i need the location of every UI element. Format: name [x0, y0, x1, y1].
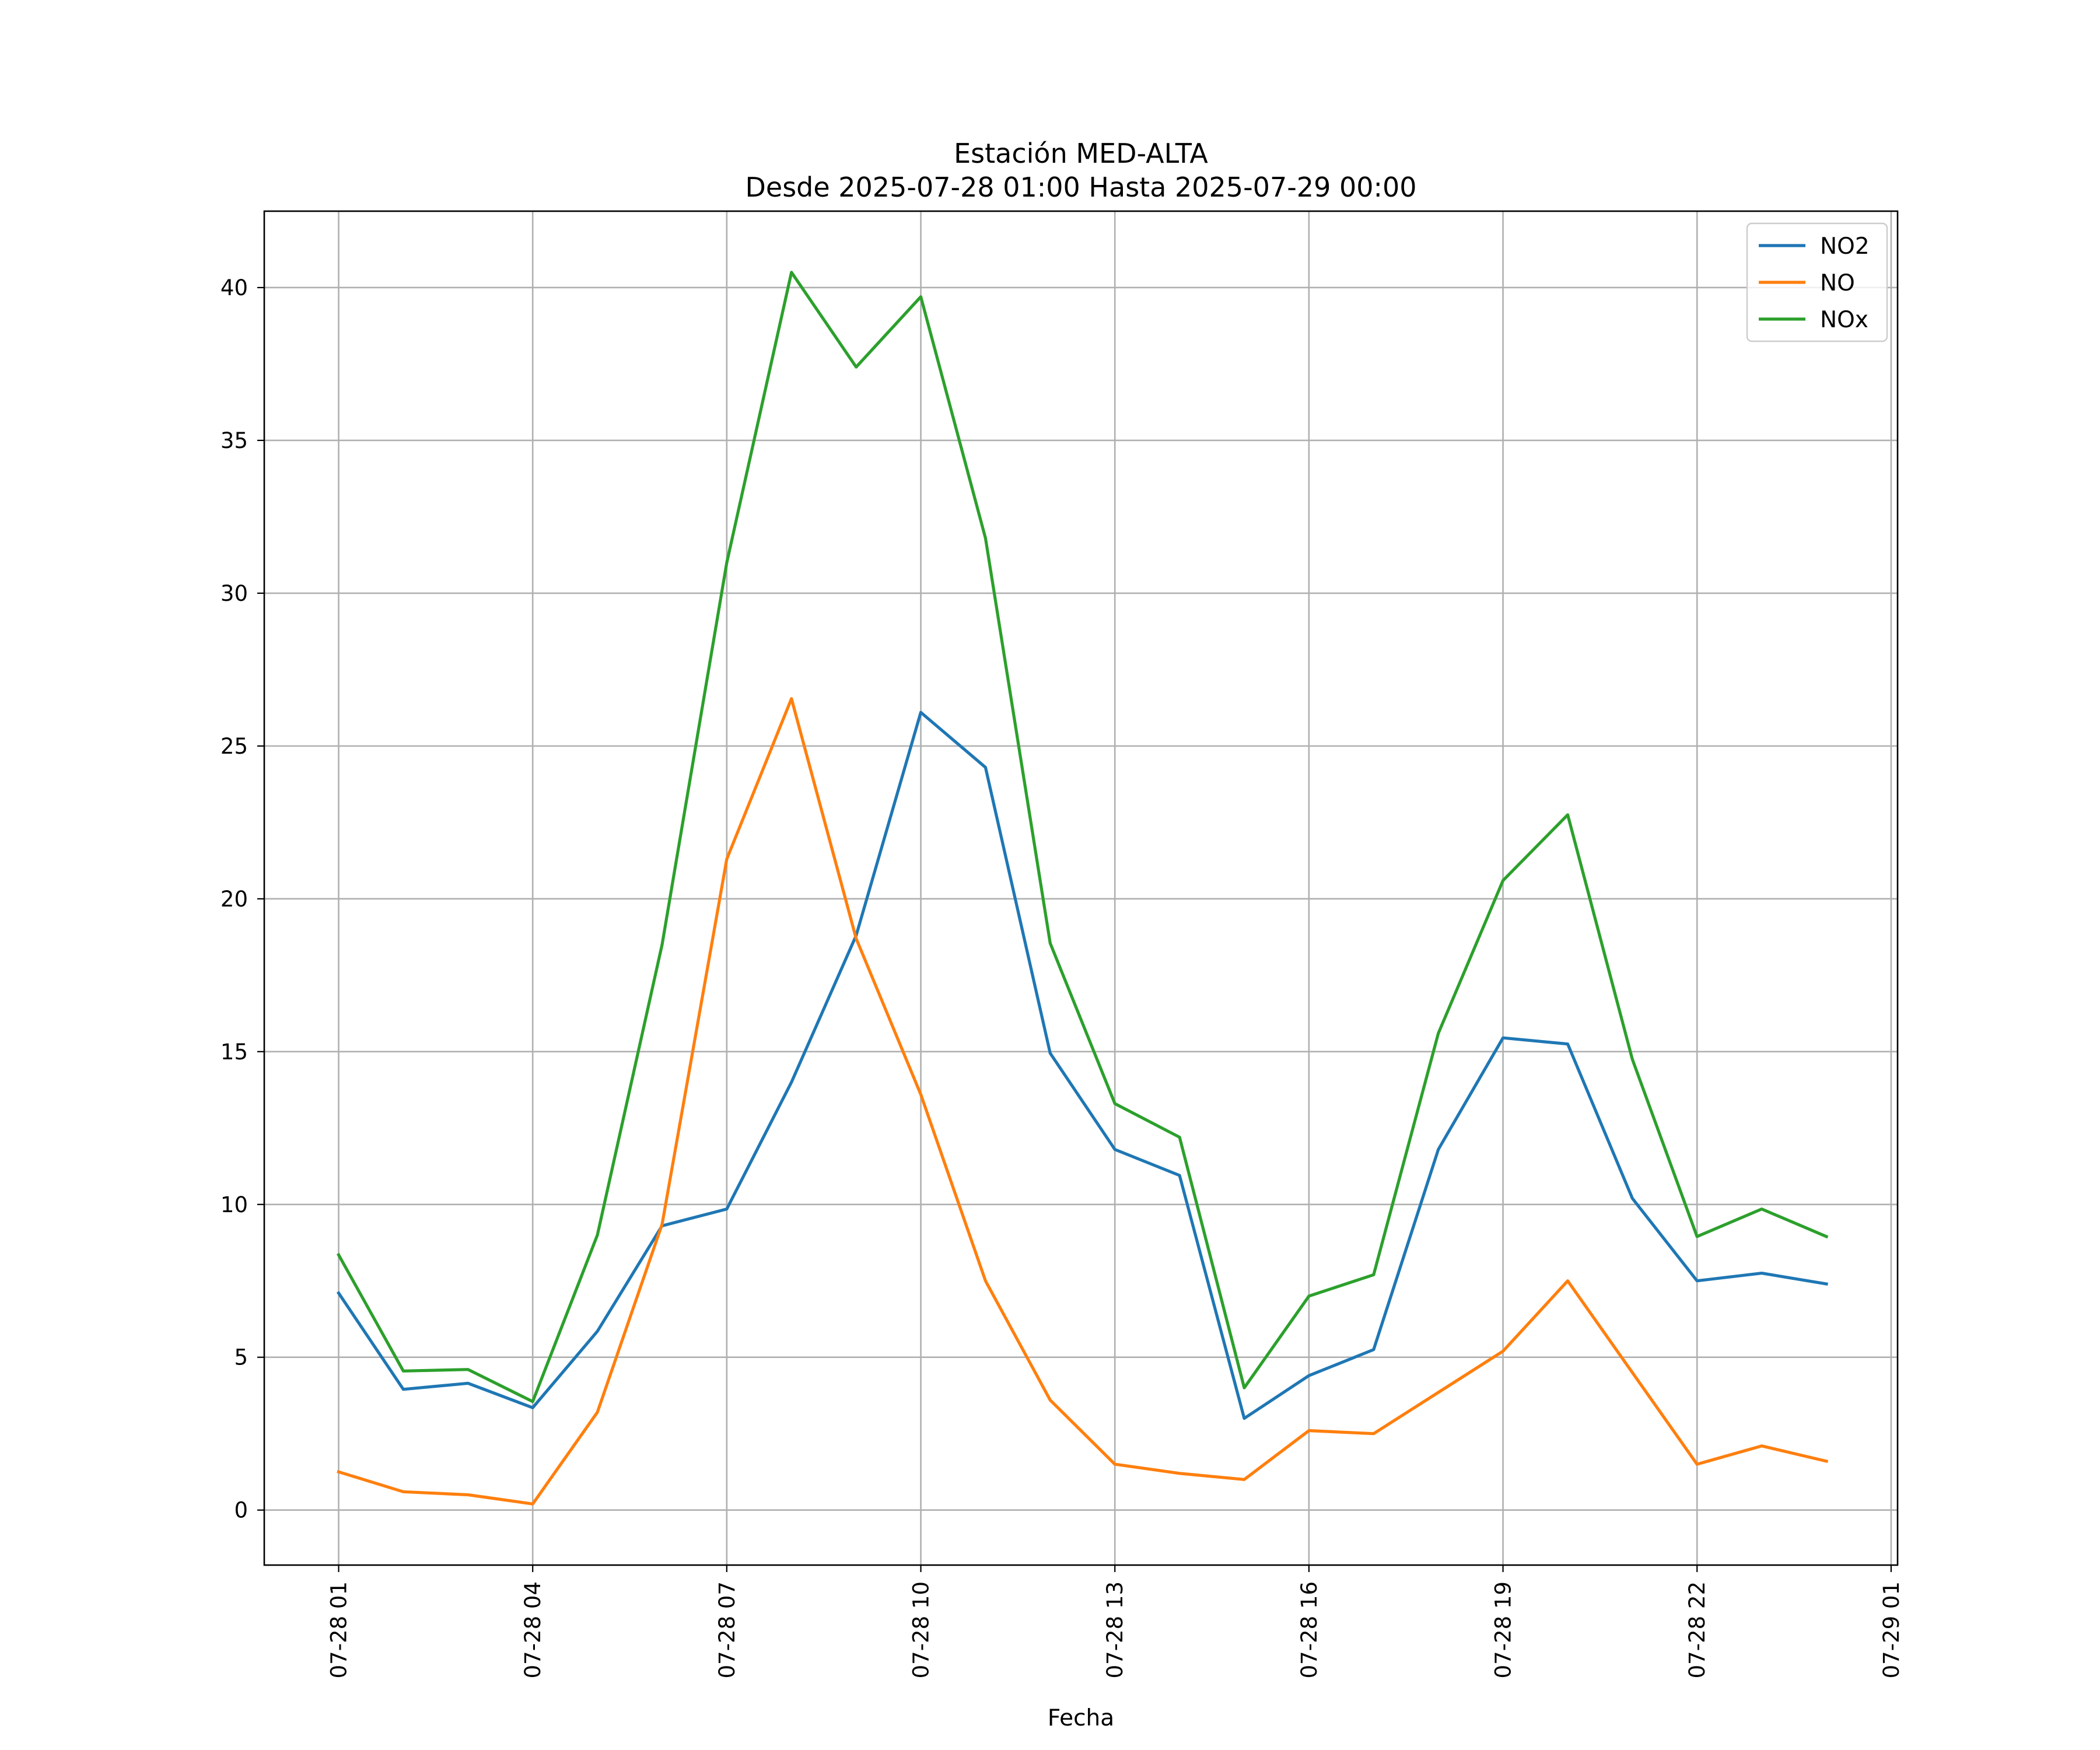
x-tick-label: 07-28 07	[715, 1581, 740, 1678]
series-line-nox	[336, 271, 1829, 1404]
chart-title: Estación MED-ALTA	[954, 138, 1208, 169]
y-tick-label: 40	[220, 275, 248, 300]
x-axis-label: Fecha	[1048, 1705, 1114, 1731]
y-tick-label: 25	[220, 734, 248, 759]
series-lines	[336, 271, 1829, 1506]
y-tick-label: 15	[220, 1040, 248, 1065]
plot-area-frame	[263, 210, 1899, 1566]
legend-box	[1746, 222, 1888, 342]
x-tick-label: 07-28 04	[520, 1581, 545, 1678]
x-tick-label: 07-28 22	[1685, 1581, 1710, 1678]
x-tick-label: 07-28 13	[1102, 1581, 1128, 1678]
legend-label-nox: NOx	[1820, 307, 1868, 333]
y-tick-label: 20	[220, 887, 248, 912]
x-tick-label: 07-29 01	[1879, 1581, 1904, 1678]
legend-label-no: NO	[1820, 270, 1855, 296]
series-line-no	[337, 697, 1829, 1506]
legend-label-no2: NO2	[1820, 233, 1870, 260]
y-tick-label: 0	[234, 1498, 248, 1523]
series-line-no2	[336, 710, 1828, 1420]
y-tick-label: 35	[220, 428, 248, 453]
y-tick-label: 5	[234, 1345, 248, 1370]
chart-subtitle: Desde 2025-07-28 01:00 Hasta 2025-07-29 …	[745, 172, 1416, 203]
axis-ticks: 0 5 10 15 20 25 30 35 40 07-28 01 07-28 04 07-28 07…	[220, 275, 1904, 1678]
x-tick-label: 07-28 10	[909, 1581, 934, 1678]
y-tick-label: 30	[220, 581, 248, 606]
grid	[264, 211, 1898, 1565]
y-tick-label: 10	[220, 1192, 248, 1217]
x-tick-label: 07-28 19	[1491, 1581, 1516, 1678]
x-tick-label: 07-28 01	[327, 1581, 352, 1678]
legend: NO2 NO NOx	[1746, 222, 1888, 342]
x-tick-label: 07-28 16	[1297, 1581, 1322, 1678]
